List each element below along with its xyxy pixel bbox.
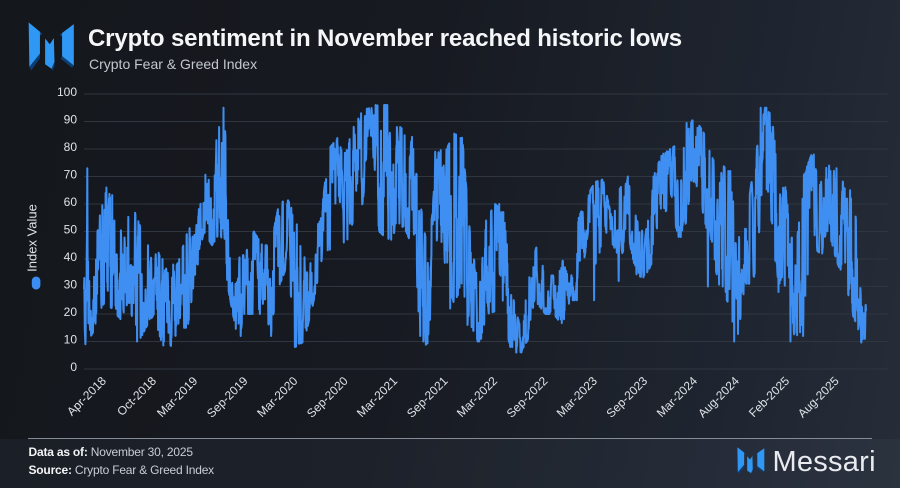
- svg-text:Mar-2021: Mar-2021: [354, 374, 400, 420]
- svg-text:20: 20: [64, 305, 78, 319]
- svg-text:Mar-2022: Mar-2022: [454, 374, 500, 420]
- svg-text:Mar-2024: Mar-2024: [654, 374, 700, 420]
- svg-text:Feb-2025: Feb-2025: [746, 374, 792, 420]
- svg-text:90: 90: [64, 112, 78, 126]
- svg-text:Aug-2025: Aug-2025: [795, 374, 842, 421]
- svg-text:40: 40: [64, 250, 78, 264]
- svg-text:Apr-2018: Apr-2018: [64, 374, 109, 419]
- svg-text:70: 70: [64, 167, 78, 181]
- svg-text:60: 60: [64, 195, 78, 209]
- svg-text:Sep-2022: Sep-2022: [504, 374, 551, 421]
- svg-text:Mar-2019: Mar-2019: [154, 374, 200, 420]
- svg-text:Index Value: Index Value: [25, 204, 40, 272]
- svg-text:Mar-2020: Mar-2020: [254, 374, 300, 420]
- svg-text:Sep-2023: Sep-2023: [604, 374, 651, 421]
- svg-text:50: 50: [64, 222, 78, 236]
- svg-text:0: 0: [70, 360, 77, 374]
- svg-text:Mar-2023: Mar-2023: [554, 374, 600, 420]
- svg-text:80: 80: [64, 140, 78, 154]
- svg-text:Oct-2018: Oct-2018: [114, 374, 159, 419]
- svg-text:10: 10: [64, 332, 78, 346]
- svg-text:100: 100: [57, 85, 77, 99]
- svg-text:Sep-2020: Sep-2020: [304, 374, 351, 421]
- svg-text:Sep-2021: Sep-2021: [404, 374, 451, 421]
- svg-text:30: 30: [64, 277, 78, 291]
- svg-text:Aug-2024: Aug-2024: [695, 374, 742, 421]
- svg-text:Sep-2019: Sep-2019: [204, 374, 251, 421]
